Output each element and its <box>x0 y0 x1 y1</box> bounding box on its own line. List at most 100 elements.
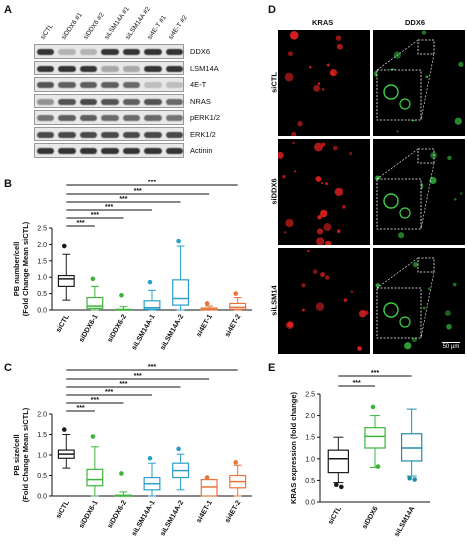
significance-label: *** <box>148 180 156 186</box>
significance-label: *** <box>371 370 379 377</box>
panel-letter-d: D <box>268 4 276 16</box>
blot-band <box>58 98 76 105</box>
significance-label: *** <box>119 381 127 388</box>
blot-band <box>101 115 119 122</box>
blot-band <box>144 115 162 122</box>
fluorescent-spot <box>422 306 426 310</box>
blot-band-label: pERK1/2 <box>190 113 221 122</box>
box <box>86 296 104 309</box>
panel-letter-e: E <box>268 362 276 374</box>
blot-band <box>144 82 162 89</box>
fluorescent-spot <box>350 290 354 293</box>
box-plot-group <box>114 471 132 497</box>
x-tick-label: siDDX6 <box>361 505 379 530</box>
fluorescent-spot <box>334 187 344 197</box>
significance-label: *** <box>134 373 142 380</box>
box-plot-group <box>229 291 247 311</box>
y-tick-label: 2.0 <box>37 242 47 249</box>
blot-band <box>165 65 183 72</box>
inset-cell <box>399 207 411 219</box>
kras-image <box>278 139 370 245</box>
y-tick-label: 2.0 <box>305 413 315 420</box>
box-plot-group <box>172 446 190 491</box>
y-tick-label: 0.0 <box>37 494 47 501</box>
fluorescent-spot <box>427 287 431 291</box>
outlier-point <box>147 279 153 285</box>
fluorescent-spot <box>309 65 312 69</box>
blot-band <box>79 65 98 72</box>
fluorescent-spot <box>315 302 325 311</box>
blot-band <box>144 98 162 105</box>
y-axis-label: KRAS expression (fold change) <box>289 391 298 504</box>
inset-box <box>376 178 422 230</box>
blot-band-label: Actinin <box>190 146 213 155</box>
outlier-point <box>176 238 181 244</box>
blot-band <box>58 115 76 122</box>
blot-band <box>37 148 55 155</box>
blot-band <box>122 148 141 155</box>
blot-band <box>122 98 141 105</box>
box-plot-group <box>364 404 386 469</box>
blot-band <box>101 98 119 105</box>
fluorescent-spot <box>453 197 457 201</box>
box <box>364 427 386 449</box>
significance-label: *** <box>119 196 127 203</box>
y-tick-label: 1.0 <box>37 275 47 282</box>
fluorescent-spot <box>317 215 322 220</box>
x-tick-label: siLSM14A-1 <box>131 499 157 537</box>
inset-box <box>376 69 422 121</box>
outlier-point <box>370 404 376 410</box>
blot-band <box>79 148 98 155</box>
blot-band <box>165 131 183 138</box>
microscopy-grid: siCTL siDDX6 siLSM14 50 µm <box>270 30 466 356</box>
zoom-connector <box>420 53 435 121</box>
inset-cell <box>383 302 399 318</box>
fluorescent-spot <box>287 321 294 328</box>
blot-strip <box>34 126 184 141</box>
significance-label: *** <box>76 220 84 227</box>
blot-band-label: DDX6 <box>190 47 211 56</box>
fluorescent-spot <box>320 181 324 184</box>
inset-cell <box>383 84 399 100</box>
blot-band-label: ERK1/2 <box>190 129 216 139</box>
y-tick-label: 0.5 <box>305 478 315 485</box>
x-tick-label: siCTL <box>55 499 71 520</box>
blot-lane-label: siDDX6 #2 <box>81 11 106 41</box>
y-tick-label: 1.5 <box>37 432 47 439</box>
ddx6-image <box>373 30 465 136</box>
fluorescent-spot <box>364 310 369 315</box>
fluorescent-spot <box>313 84 320 92</box>
blot-band <box>101 65 119 72</box>
y-tick-label: 2.0 <box>37 412 47 419</box>
y-tick-label: 0.0 <box>37 308 47 315</box>
fluorescent-spot <box>357 346 362 351</box>
fluorescent-spot <box>289 31 299 40</box>
outlier-point <box>204 475 210 480</box>
significance-label: *** <box>76 405 84 412</box>
blot-band <box>79 82 98 89</box>
zoom-box <box>417 148 435 164</box>
box <box>86 468 104 487</box>
blot-band <box>144 65 162 72</box>
x-tick-label: siCTL <box>327 505 343 526</box>
significance-label: *** <box>91 397 99 404</box>
blot-band <box>165 82 183 89</box>
fluorescent-spot <box>316 237 325 245</box>
outlier-point <box>90 276 96 282</box>
box <box>200 478 218 497</box>
box-plot-group <box>57 243 75 301</box>
y-axis-label: PB number/cell(Fold Change Mean siCTL) <box>12 221 30 316</box>
fluorescent-spot <box>460 192 463 195</box>
panel-letter-a: A <box>4 4 12 16</box>
significance-label: *** <box>105 204 113 211</box>
inset-cell <box>399 98 411 110</box>
y-tick-label: 2.5 <box>305 392 315 399</box>
significance-label: *** <box>134 188 142 195</box>
blot-lane-label: siCTL <box>38 23 55 41</box>
y-tick-label: 1.5 <box>305 435 315 442</box>
box-plot-group <box>86 434 104 497</box>
box-plot-group <box>143 455 161 497</box>
fluorescent-spot <box>454 117 462 125</box>
fluorescent-spot <box>342 204 346 209</box>
blot-band <box>165 49 183 56</box>
